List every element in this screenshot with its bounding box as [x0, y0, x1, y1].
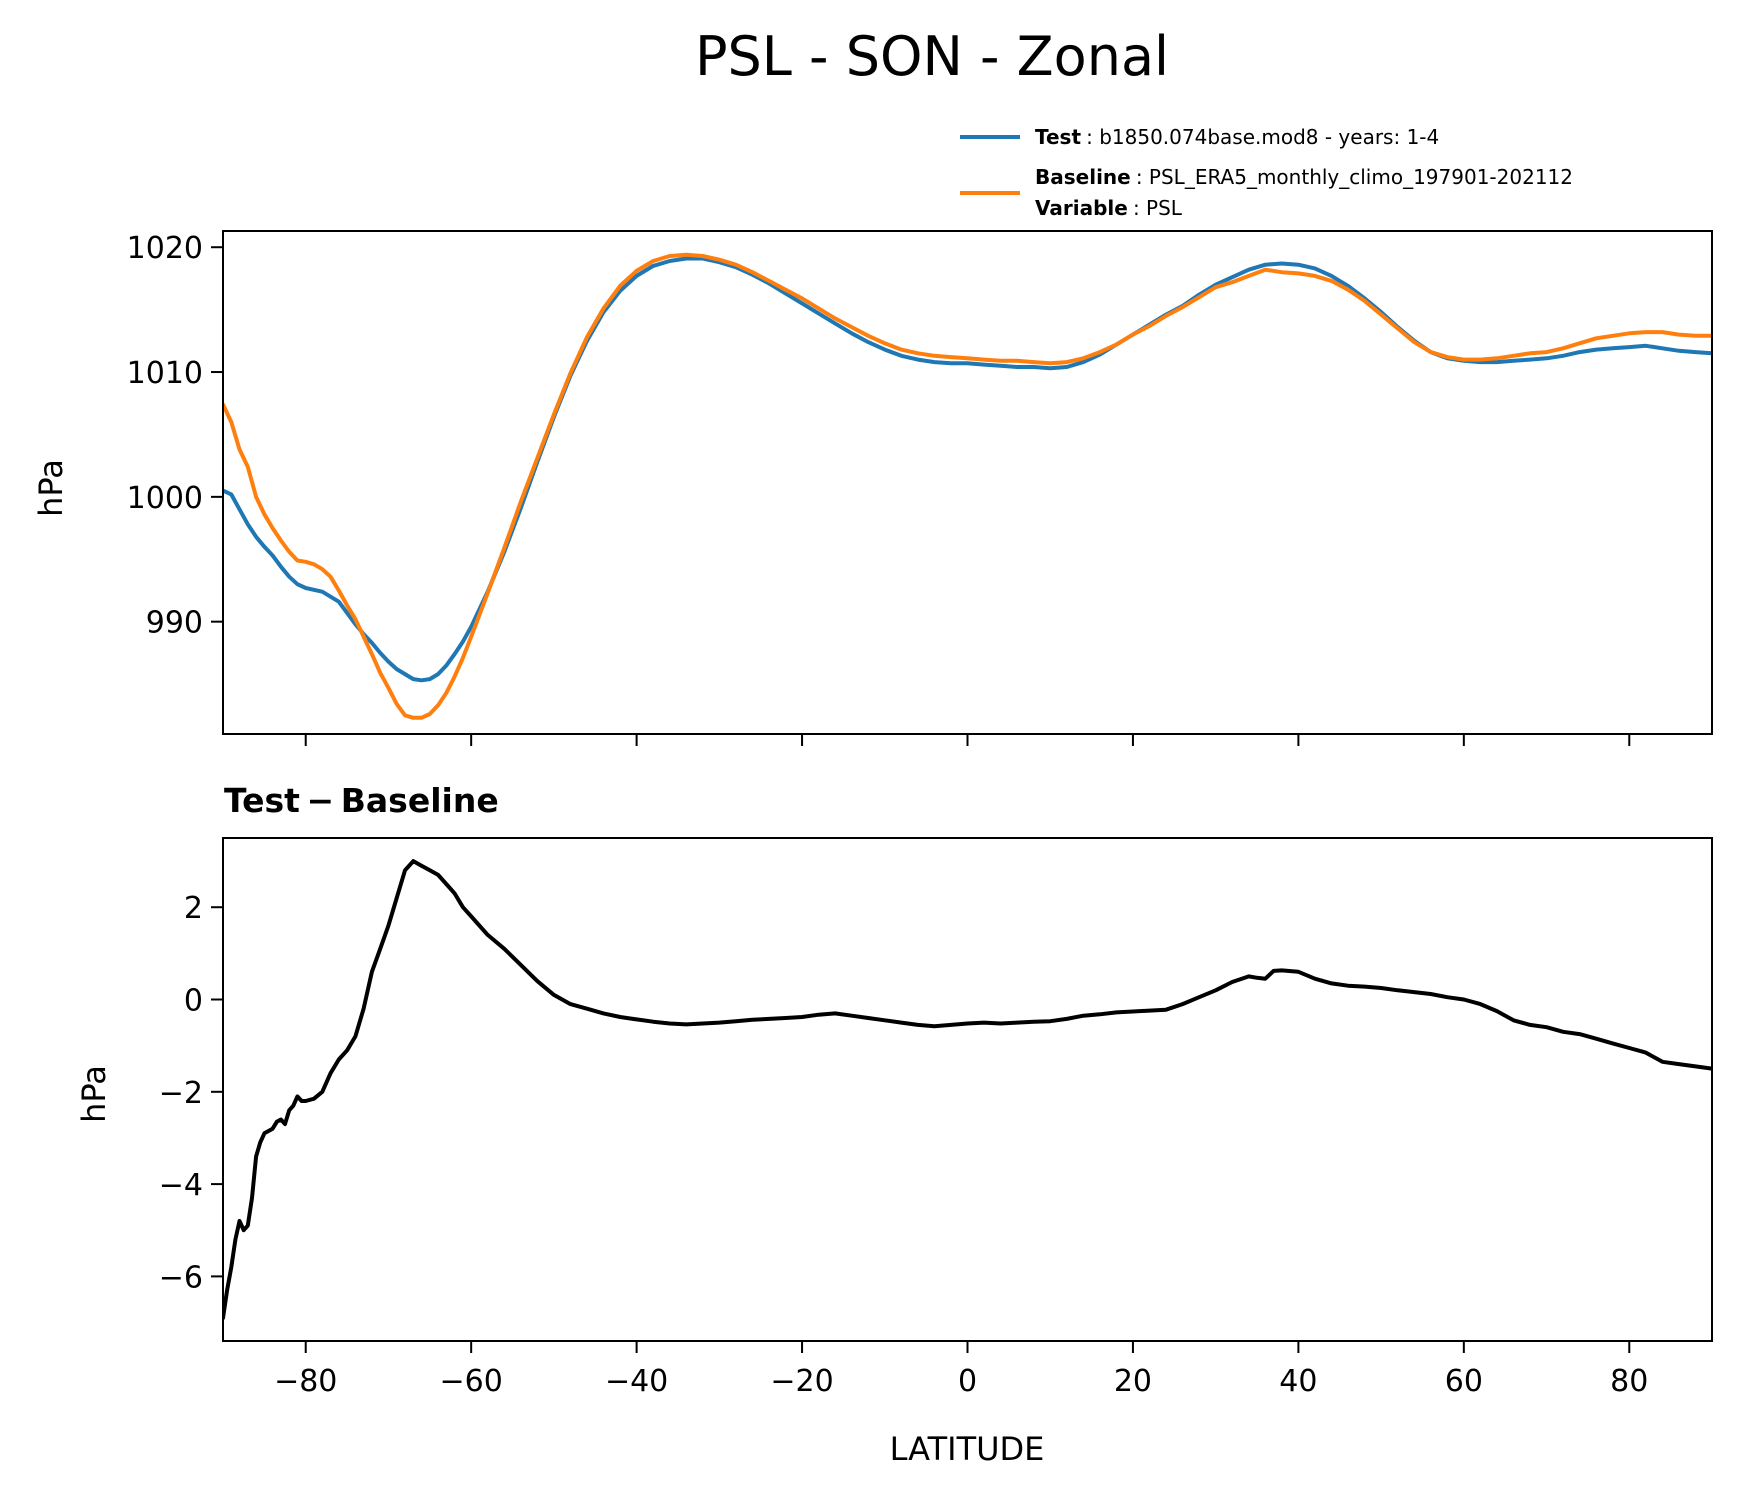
- top-series-group: [223, 252, 1712, 720]
- legend-variable-value: : PSL: [1133, 196, 1183, 220]
- legend-test-key: Test: [1035, 125, 1081, 149]
- bottom-ytick-label: 2: [184, 891, 203, 926]
- bottom-ytick-label: −2: [159, 1076, 203, 1111]
- bottom-ticks-group: −6−4−202−80 −60 −40 −20 0 20 40 60 80: [159, 891, 1649, 1399]
- bottom-ytick-label: 0: [184, 984, 203, 1019]
- bottom-panel: Test − Baseline −6−4−202−80 −60 −40 −20 0 20 4…: [75, 781, 1713, 1468]
- figure-title: PSL - SON - Zonal: [695, 25, 1169, 88]
- legend-test-entry: Test : b1850.074base.mod8 - years: 1-4: [1035, 125, 1439, 149]
- bottom-xtick-label: −20: [770, 1364, 833, 1399]
- top-ticks-group: 990 1000 1010 1020: [127, 231, 1631, 746]
- bottom-xtick-label: 80: [1610, 1364, 1648, 1399]
- bottom-xlabel: LATITUDE: [890, 1430, 1045, 1468]
- legend-baseline-key: Baseline: [1035, 165, 1131, 189]
- bottom-xtick-label: −60: [440, 1364, 503, 1399]
- top-ytick-label: 1000: [127, 481, 203, 516]
- legend-baseline-value: : PSL_ERA5_monthly_climo_197901-202112: [1136, 165, 1573, 189]
- bottom-xtick-label: 40: [1279, 1364, 1317, 1399]
- legend-variable-entry: Variable : PSL: [1035, 196, 1183, 220]
- legend: Test : b1850.074base.mod8 - years: 1-4 B…: [960, 125, 1573, 220]
- bottom-ytick-label: −6: [159, 1260, 203, 1295]
- legend-test-value: : b1850.074base.mod8 - years: 1-4: [1086, 125, 1439, 149]
- legend-baseline-entry: Baseline : PSL_ERA5_monthly_climo_197901…: [1035, 165, 1573, 189]
- top-ytick-label: 1010: [127, 356, 203, 391]
- bottom-ylabel: hPa: [75, 1065, 113, 1123]
- top-ytick-label: 1020: [127, 231, 203, 266]
- top-series-baseline-line: [223, 252, 1712, 720]
- top-ytick-label: 990: [146, 606, 203, 641]
- bottom-xtick-label: 0: [958, 1364, 977, 1399]
- bottom-ytick-label: −4: [159, 1168, 203, 1203]
- bottom-series-test-baseline-line: [223, 859, 1712, 1320]
- bottom-series-group: [223, 859, 1712, 1320]
- bottom-xtick-label: −80: [274, 1364, 337, 1399]
- bottom-xtick-label: 20: [1114, 1364, 1152, 1399]
- top-axes-frame: [222, 230, 1713, 735]
- top-ylabel: hPa: [32, 459, 70, 517]
- bottom-axes-frame: [222, 837, 1713, 1342]
- bottom-xtick-label: −40: [605, 1364, 668, 1399]
- top-panel: 990 1000 1010 1020 hPa: [32, 230, 1713, 746]
- bottom-panel-title: Test − Baseline: [224, 781, 499, 820]
- legend-variable-key: Variable: [1035, 196, 1128, 220]
- bottom-xtick-label: 60: [1445, 1364, 1483, 1399]
